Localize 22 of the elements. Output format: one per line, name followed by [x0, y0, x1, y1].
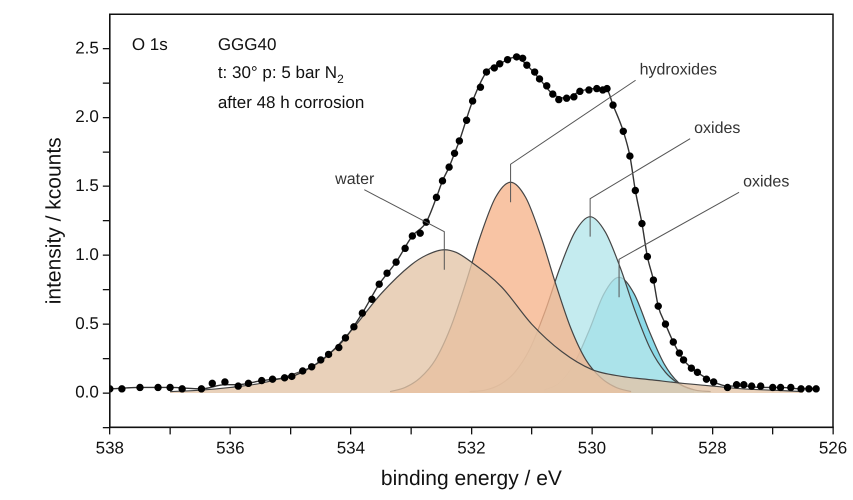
- y-tick-label: 1.5: [75, 176, 99, 196]
- x-tick-label: 530: [578, 438, 606, 458]
- x-tick-label: 534: [336, 438, 366, 458]
- x-tick-label: 528: [698, 438, 727, 458]
- annotation: GGG40: [218, 35, 276, 54]
- text: water: [334, 171, 375, 188]
- y-tick-label: 1.0: [75, 244, 99, 264]
- x-tick-label: 536: [216, 438, 245, 458]
- annotation: after 48 h corrosion: [218, 93, 364, 112]
- y-tick-label: 2.5: [75, 38, 99, 58]
- x-tick-label: 538: [96, 438, 124, 458]
- annotation: O 1s: [132, 35, 168, 54]
- y-tick-label: 0.5: [75, 314, 99, 333]
- x-tick-label: 526: [818, 438, 848, 458]
- text: oxides: [743, 174, 790, 191]
- x-axis-title: binding energy / eV: [380, 467, 562, 490]
- y-tick-label: 2.0: [75, 107, 99, 126]
- text: hydroxides: [640, 62, 717, 79]
- text: oxides: [694, 120, 740, 138]
- x-tick-label: 532: [457, 438, 486, 458]
- y-axis-title: intensity / kcounts: [42, 137, 66, 304]
- text: 0.0: [75, 382, 99, 402]
